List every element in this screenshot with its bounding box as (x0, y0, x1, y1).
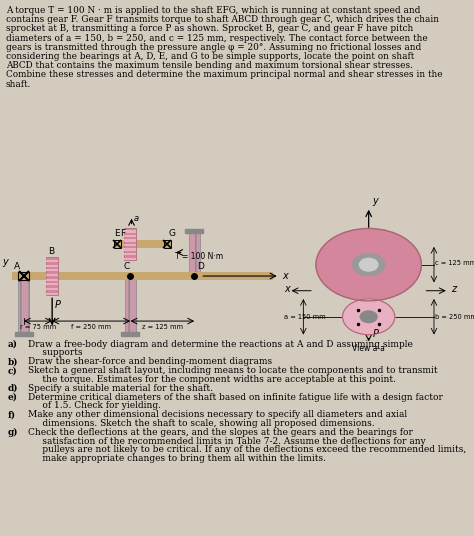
Text: F: F (119, 229, 125, 239)
Bar (18, 272, 29, 280)
Text: contains gear F. Gear F transmits torque to shaft ABCD through gear C, which dri: contains gear F. Gear F transmits torque… (6, 15, 439, 24)
Bar (46, 279, 58, 281)
Circle shape (360, 311, 377, 323)
Bar (46, 265, 58, 267)
Text: sprocket at B, transmitting a force P as shown. Sprocket B, gear C, and gear F h: sprocket at B, transmitting a force P as… (6, 25, 413, 33)
Text: a = 150 mm: a = 150 mm (284, 314, 326, 320)
Bar (185, 229, 203, 233)
Text: shaft.: shaft. (6, 80, 31, 88)
Bar (124, 244, 137, 247)
Text: A: A (14, 262, 19, 271)
Bar (189, 233, 200, 276)
Text: Check the deflections at the gears, and the slopes at the gears and the bearings: Check the deflections at the gears, and … (28, 428, 413, 437)
Text: pulleys are not likely to be critical. If any of the deflections exceed the reco: pulleys are not likely to be critical. I… (28, 445, 466, 455)
Text: f): f) (8, 410, 16, 419)
Text: View a-a: View a-a (352, 344, 385, 353)
Text: make appropriate changes to bring them all within the limits.: make appropriate changes to bring them a… (28, 455, 326, 463)
Bar (46, 293, 58, 295)
Text: A torque T = 100 N · m is applied to the shaft EFG, which is running at constant: A torque T = 100 N · m is applied to the… (6, 6, 420, 15)
Text: E: E (114, 229, 119, 239)
Bar (15, 332, 33, 337)
Text: of 1.5. Check for yielding.: of 1.5. Check for yielding. (28, 401, 161, 411)
Bar (164, 240, 171, 248)
Bar (124, 235, 137, 237)
Text: Make any other dimensional decisions necessary to specify all diameters and axia: Make any other dimensional decisions nec… (28, 410, 407, 419)
Bar (46, 269, 58, 271)
Text: gears is transmitted through the pressure angle φ = 20°. Assuming no frictional : gears is transmitted through the pressur… (6, 43, 421, 52)
Text: f = 250 mm: f = 250 mm (71, 324, 111, 330)
Text: a): a) (8, 340, 18, 349)
Text: z: z (451, 284, 456, 294)
Circle shape (316, 228, 421, 301)
Bar (46, 274, 58, 276)
Bar (124, 253, 137, 256)
Text: x: x (282, 271, 288, 281)
Bar (114, 240, 121, 248)
Text: b = 250 mm: b = 250 mm (435, 314, 474, 320)
Bar (46, 283, 58, 285)
Circle shape (359, 258, 378, 271)
Bar (121, 332, 139, 337)
Bar (124, 258, 137, 260)
Text: Sketch a general shaft layout, including means to locate the components and to t: Sketch a general shaft layout, including… (28, 366, 438, 375)
Text: D: D (197, 262, 204, 271)
Circle shape (343, 299, 395, 334)
Bar (124, 228, 137, 260)
Text: Combine these stresses and determine the maximum principal normal and shear stre: Combine these stresses and determine the… (6, 70, 443, 79)
Text: e): e) (8, 392, 18, 401)
Text: b): b) (8, 358, 18, 366)
Text: satisfaction of the recommended limits in Table 7-2. Assume the deflections for : satisfaction of the recommended limits i… (28, 437, 426, 445)
Text: dimensions. Sketch the shaft to scale, showing all proposed dimensions.: dimensions. Sketch the shaft to scale, s… (28, 419, 374, 428)
Text: Draw the shear-force and bending-moment diagrams: Draw the shear-force and bending-moment … (28, 358, 272, 366)
Text: the torque. Estimates for the component widths are acceptable at this point.: the torque. Estimates for the component … (28, 375, 396, 384)
Text: a: a (134, 214, 139, 223)
Bar (124, 239, 137, 242)
Text: Specify a suitable material for the shaft.: Specify a suitable material for the shaf… (28, 384, 213, 393)
Text: G: G (169, 229, 176, 239)
Bar (124, 249, 137, 251)
Bar (46, 257, 58, 295)
Text: Draw a free-body diagram and determine the reactions at A and D assuming simple: Draw a free-body diagram and determine t… (28, 340, 413, 349)
Text: Determine critical diameters of the shaft based on infinite fatigue life with a : Determine critical diameters of the shaf… (28, 392, 443, 401)
Text: z = 125 mm: z = 125 mm (142, 324, 183, 330)
Bar (124, 230, 137, 233)
Text: C: C (123, 262, 129, 271)
Bar (46, 288, 58, 290)
Text: y: y (372, 197, 378, 206)
Text: considering the bearings at A, D, E, and G to be simple supports, locate the poi: considering the bearings at A, D, E, and… (6, 52, 414, 61)
Bar (18, 276, 29, 333)
Text: ABCD that contains the maximum tensile bending and maximum torsional shear stres: ABCD that contains the maximum tensile b… (6, 61, 413, 70)
Text: d): d) (8, 384, 18, 393)
Text: r = 75 mm: r = 75 mm (20, 324, 56, 330)
Text: B: B (48, 247, 54, 256)
Bar (46, 260, 58, 262)
Text: diameters of a = 150, b = 250, and c = 125 mm, respectively. The contact force b: diameters of a = 150, b = 250, and c = 1… (6, 34, 428, 42)
Text: x: x (284, 284, 290, 294)
Text: supports: supports (28, 348, 82, 358)
Text: c): c) (8, 366, 18, 375)
Text: g): g) (8, 428, 18, 437)
Text: c = 125 mm: c = 125 mm (435, 260, 474, 266)
Text: P: P (55, 300, 61, 310)
Text: P: P (373, 329, 379, 339)
Bar (125, 276, 136, 333)
Text: y: y (2, 257, 8, 267)
Bar (12, 272, 273, 280)
Circle shape (353, 254, 385, 276)
Bar (114, 240, 171, 248)
Text: T = 100 N·m: T = 100 N·m (175, 251, 224, 260)
